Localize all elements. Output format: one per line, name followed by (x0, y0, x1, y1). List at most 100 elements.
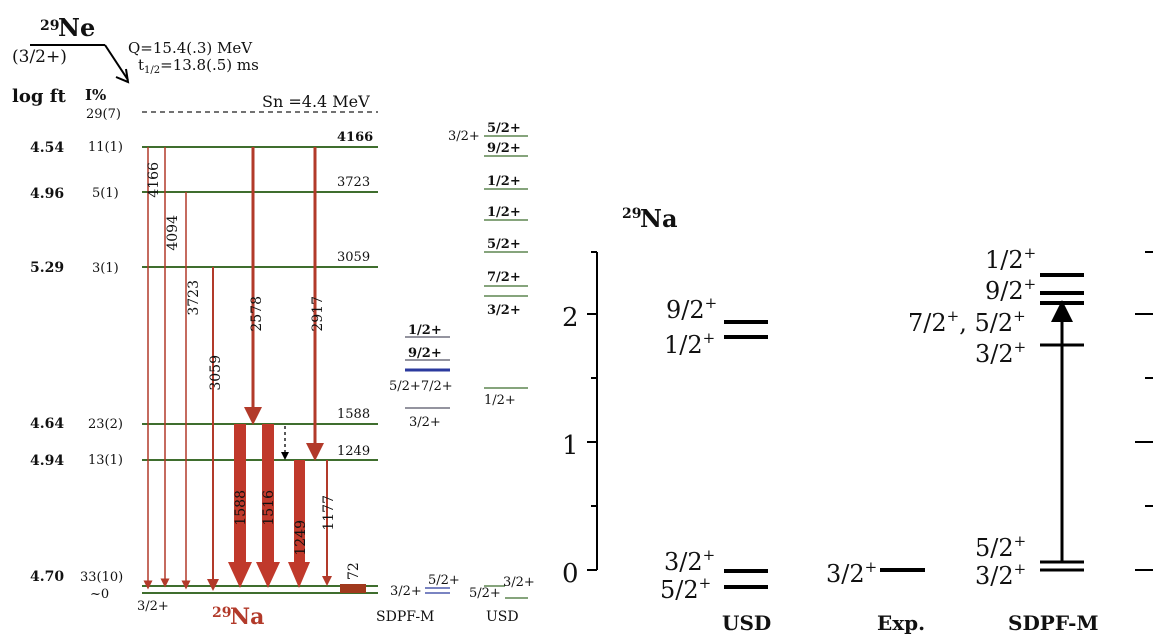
sdpf-spin-label: 9/2+ (985, 275, 1036, 305)
sdpf-column-label: SDPF-M (1008, 611, 1099, 635)
arrow-head (322, 576, 332, 586)
sdpf-ground-label: 3/2+ (390, 584, 422, 599)
arrow-head (256, 562, 280, 588)
logft-value: 4.94 (30, 453, 64, 469)
usd-column-label: USD (722, 611, 771, 635)
gamma-transitions (143, 147, 366, 593)
sdpf-level-label: 1/2+ (408, 323, 442, 338)
gamma-energy: 3059 (208, 355, 224, 391)
gamma-energy: 1177 (321, 495, 337, 531)
intensity-value: 23(2) (88, 417, 123, 432)
logft-header: log ft (12, 86, 66, 107)
q-value: Q=15.4(.3) MeV (128, 39, 253, 57)
right-axis-ticks (1135, 251, 1153, 571)
exp-column-label: Exp. (877, 611, 925, 635)
level-energy: 1249 (337, 444, 370, 459)
usd-level-label: 9/2+ (487, 141, 521, 156)
level-energy: 3723 (337, 175, 370, 190)
small-theory-columns: 1/2+ 9/2+ 5/2+7/2+ 3/2+ 3/2+ 5/2+ SDPF-M… (376, 121, 535, 625)
beta-arrow (104, 44, 129, 81)
energy-level-chart: 29 Na 0 1 2 9/2+ 1/2+ 3/2 (562, 204, 1153, 635)
gamma-energy: 4166 (146, 162, 162, 198)
parent-spin: (3/2+) (12, 47, 67, 67)
arrow-head (288, 562, 310, 588)
logft-value: 4.54 (30, 140, 64, 156)
sdpf-spin-label: 3/2+ (975, 338, 1026, 368)
usd-spin-label: 1/2+ (664, 329, 715, 359)
intensity-value: 33(10) (80, 570, 123, 585)
y-tick-label: 2 (562, 303, 579, 333)
arrow-head (1051, 300, 1073, 322)
decay-scheme: 29 Ne (3/2+) Q=15.4(.3) MeV t1/2=13.8(.5… (12, 13, 378, 630)
sdpf-spin-label: 7/2+, 5/2+ (908, 307, 1026, 337)
logft-value: 4.64 (30, 416, 64, 432)
intensity-value: 3(1) (92, 261, 119, 276)
gamma-arrow-thick (234, 424, 246, 564)
usd-column-label: USD (486, 609, 519, 625)
intensity-value: 13(1) (88, 453, 123, 468)
intensity-value: 5(1) (92, 186, 119, 201)
gamma-energy: 3723 (186, 280, 202, 316)
chart-nucleus-symbol: Na (640, 204, 678, 233)
usd-level-label: 1/2+ (484, 393, 516, 408)
usd-ground-label: 3/2+ (503, 575, 535, 590)
sdpf-level-label: 9/2+ (408, 346, 442, 361)
usd-level-label: 1/2+ (487, 205, 521, 220)
sdpf-level-label: 5/2+7/2+ (389, 379, 453, 394)
gamma-labels: 4166 4094 3723 3059 2578 2917 1588 1516 … (146, 162, 362, 580)
gamma-energy: 1516 (261, 490, 277, 526)
level-energy: 3059 (337, 250, 370, 265)
ground-spin: 3/2+ (137, 599, 169, 614)
y-tick-label: 1 (562, 431, 579, 461)
usd-spin-label: 9/2+ (666, 294, 717, 324)
arrow-head (281, 452, 289, 460)
daughter-mass-number: 29 (212, 605, 231, 621)
usd-level-label: 3/2+ (448, 129, 480, 144)
usd-level-label: 5/2+ (487, 121, 521, 136)
sdpf-level-label: 3/2+ (409, 415, 441, 430)
gamma-arrow-thick (294, 460, 305, 564)
logft-value: 4.96 (30, 186, 64, 202)
exp-spin-label: 3/2+ (826, 558, 877, 588)
gamma-arrow-thick (262, 424, 274, 564)
sdpf-column-label: SDPF-M (376, 609, 434, 625)
sdpf-spin-label: 5/2+ (975, 532, 1026, 562)
usd-spin-label: 3/2+ (664, 546, 715, 576)
gamma-energy: 4094 (165, 215, 181, 251)
daughter-symbol: Na (230, 604, 264, 630)
usd-level-label: 5/2+ (487, 237, 521, 252)
logft-value: 4.70 (30, 569, 64, 585)
gamma-energy: 2578 (249, 296, 265, 332)
logft-value: 5.29 (30, 260, 64, 276)
intensity-header: I% (85, 86, 106, 104)
chart-nucleus-mass: 29 (622, 206, 641, 222)
arrow-head (228, 562, 252, 588)
gamma-energy: 2917 (310, 296, 326, 332)
y-tick-label: 0 (562, 559, 579, 589)
neutron-sep-intensity: 29(7) (86, 107, 121, 122)
usd-ground-label: 5/2+ (469, 586, 501, 601)
usd-level-label: 1/2+ (487, 174, 521, 189)
intensity-value: 11(1) (88, 140, 123, 155)
sdpf-spin-label: 3/2+ (975, 560, 1026, 590)
gamma-energy: 1249 (293, 520, 309, 556)
usd-spin-label: 5/2+ (660, 574, 711, 604)
level-energy: 1588 (337, 407, 370, 422)
half-life: t1/2=13.8(.5) ms (138, 56, 259, 76)
gamma-arrow-thick (340, 584, 366, 593)
beta-arrow-head (115, 68, 130, 84)
sdpf-ground-label: 5/2+ (428, 573, 460, 588)
parent-mass-number: 29 (40, 18, 59, 34)
sdpf-spin-label: 1/2+ (985, 244, 1036, 274)
ground-label: ~0 (90, 587, 109, 602)
parent-symbol: Ne (58, 13, 95, 42)
usd-level-label: 3/2+ (487, 303, 521, 318)
neutron-sep-label: Sn =4.4 MeV (262, 92, 370, 111)
usd-level-label: 7/2+ (487, 270, 521, 285)
gamma-energy: 72 (346, 562, 362, 580)
level-energy: 4166 (337, 130, 373, 145)
gamma-energy: 1588 (233, 490, 249, 526)
daughter-levels (142, 146, 378, 594)
y-axis-ticks (587, 251, 597, 571)
